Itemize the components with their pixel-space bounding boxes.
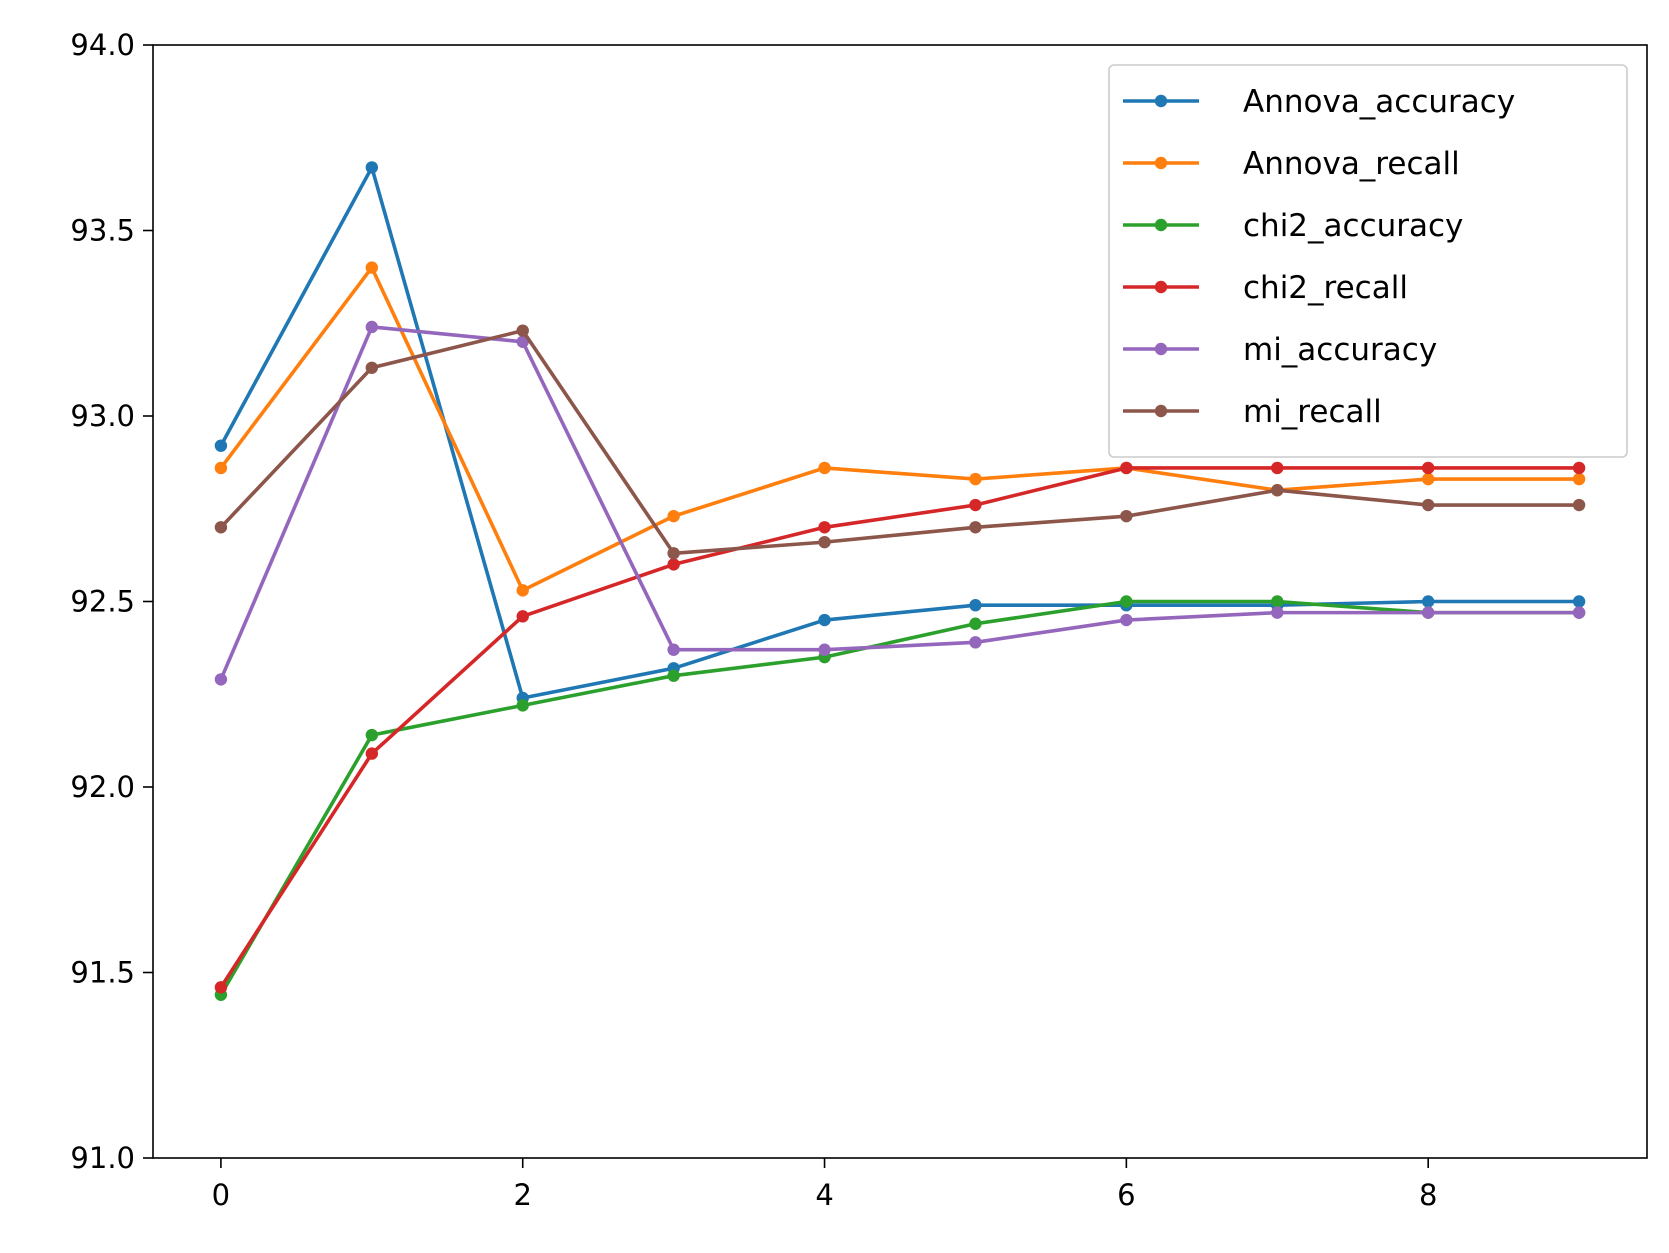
- data-point-Annova_recall-8: [1421, 472, 1435, 486]
- legend-item-mi_recall: mi_recall: [1123, 394, 1382, 430]
- data-point-Annova_recall-2: [516, 584, 529, 597]
- legend-marker-mi_recall: [1154, 404, 1168, 418]
- data-point-mi_accuracy-1: [365, 320, 379, 334]
- x-tick-label: 8: [1419, 1178, 1437, 1212]
- data-point-Annova_recall-1: [365, 261, 379, 274]
- data-point-chi2_accuracy-5: [969, 617, 982, 630]
- series-line-Annova_recall: [218, 265, 1581, 593]
- data-point-mi_recall-6: [1120, 509, 1133, 523]
- data-point-Annova_recall-9: [1572, 472, 1586, 486]
- legend-marker-Annova_accuracy: [1154, 94, 1168, 108]
- data-point-chi2_recall-7: [1271, 461, 1284, 475]
- data-point-mi_accuracy-2: [516, 335, 529, 348]
- data-point-mi_accuracy-3: [667, 643, 680, 656]
- data-point-Annova_recall-0: [214, 461, 228, 475]
- data-point-chi2_accuracy-3: [667, 669, 680, 682]
- legend-box: [1108, 64, 1628, 458]
- data-point-chi2_recall-5: [969, 498, 982, 512]
- data-point-mi_recall-2: [516, 324, 529, 337]
- data-point-mi_recall-7: [1271, 484, 1284, 497]
- data-point-Annova_accuracy-5: [969, 599, 982, 612]
- data-point-mi_accuracy-4: [818, 643, 831, 656]
- y-axis: 91.0 91.5 92.0 92.5 93.0 93.5 94.0: [70, 28, 153, 1175]
- y-tick-label: 91.0: [70, 1141, 135, 1175]
- data-point-Annova_accuracy-1: [365, 161, 379, 174]
- legend-item-mi_accuracy: mi_accuracy: [1123, 332, 1437, 368]
- y-tick-label: 94.0: [70, 28, 135, 62]
- data-point-chi2_recall-8: [1421, 461, 1435, 475]
- series-chi2_recall: [214, 461, 1586, 994]
- legend-label-Annova_accuracy: Annova_accuracy: [1243, 84, 1515, 120]
- data-point-chi2_recall-0: [214, 981, 228, 994]
- data-point-chi2_recall-4: [818, 521, 831, 534]
- legend-label-mi_recall: mi_recall: [1243, 394, 1382, 430]
- data-point-chi2_accuracy-7: [1271, 595, 1284, 608]
- legend-marker-Annova_recall: [1154, 156, 1168, 170]
- data-point-mi_accuracy-9: [1572, 606, 1586, 619]
- legend-marker-chi2_recall: [1154, 280, 1168, 294]
- legend-label-chi2_accuracy: chi2_accuracy: [1243, 208, 1463, 244]
- data-point-mi_recall-0: [214, 521, 228, 534]
- legend-item-chi2_accuracy: chi2_accuracy: [1123, 208, 1463, 244]
- x-axis: 0 2 4 6 8: [212, 1158, 1437, 1212]
- data-point-Annova_accuracy-4: [818, 613, 831, 627]
- data-point-chi2_accuracy-1: [365, 728, 379, 742]
- legend-label-Annova_recall: Annova_recall: [1243, 146, 1460, 182]
- data-point-Annova_accuracy-8: [1421, 595, 1435, 608]
- series-mi_accuracy: [214, 320, 1586, 686]
- legend: Annova_accuracy Annova_recall chi2_accurac…: [1108, 64, 1628, 458]
- data-point-mi_recall-4: [818, 535, 831, 549]
- series-mi_recall: [214, 324, 1586, 560]
- x-tick-label: 6: [1117, 1178, 1135, 1212]
- legend-marker-chi2_accuracy: [1154, 218, 1168, 232]
- legend-item-Annova_recall: Annova_recall: [1123, 146, 1460, 182]
- data-point-Annova_accuracy-9: [1572, 595, 1586, 608]
- legend-marker-mi_accuracy: [1154, 342, 1168, 356]
- data-point-mi_accuracy-7: [1271, 606, 1284, 619]
- data-point-Annova_accuracy-0: [214, 439, 228, 452]
- data-point-mi_accuracy-0: [214, 673, 228, 686]
- data-point-chi2_accuracy-6: [1120, 595, 1133, 608]
- y-tick-label: 92.0: [70, 770, 135, 804]
- x-tick-label: 0: [212, 1178, 230, 1212]
- data-point-chi2_recall-9: [1572, 461, 1586, 475]
- data-point-chi2_accuracy-2: [516, 699, 529, 712]
- data-point-mi_recall-9: [1572, 498, 1586, 512]
- series-Annova_recall: [214, 261, 1586, 597]
- data-point-chi2_recall-2: [516, 610, 529, 623]
- legend-label-chi2_recall: chi2_recall: [1243, 270, 1408, 306]
- data-point-mi_recall-5: [969, 521, 982, 534]
- series-line-chi2_accuracy: [218, 599, 1581, 998]
- series-line-mi_accuracy: [218, 325, 1581, 682]
- data-point-mi_accuracy-5: [969, 636, 982, 649]
- data-point-mi_recall-8: [1421, 498, 1435, 512]
- y-tick-label: 91.5: [70, 956, 135, 990]
- y-tick-label: 93.5: [70, 214, 135, 248]
- data-point-mi_accuracy-8: [1421, 606, 1435, 619]
- legend-item-Annova_accuracy: Annova_accuracy: [1123, 84, 1515, 120]
- data-point-chi2_recall-3: [667, 558, 680, 571]
- series-layer: [214, 161, 1586, 1001]
- data-point-Annova_recall-3: [667, 509, 680, 523]
- legend-label-mi_accuracy: mi_accuracy: [1243, 332, 1437, 368]
- data-point-Annova_recall-5: [969, 472, 982, 486]
- y-tick-label: 92.5: [70, 585, 135, 619]
- y-tick-label: 93.0: [70, 399, 135, 433]
- legend-item-chi2_recall: chi2_recall: [1123, 270, 1408, 306]
- data-point-mi_recall-3: [667, 547, 680, 560]
- series-line-mi_recall: [218, 328, 1581, 556]
- data-point-mi_accuracy-6: [1120, 613, 1133, 627]
- data-point-mi_recall-1: [365, 361, 379, 374]
- x-tick-label: 4: [815, 1178, 833, 1212]
- data-point-Annova_recall-4: [818, 461, 831, 475]
- data-point-chi2_recall-1: [365, 747, 379, 760]
- series-line-chi2_recall: [218, 466, 1581, 990]
- data-point-chi2_recall-6: [1120, 461, 1133, 475]
- x-tick-label: 2: [514, 1178, 532, 1212]
